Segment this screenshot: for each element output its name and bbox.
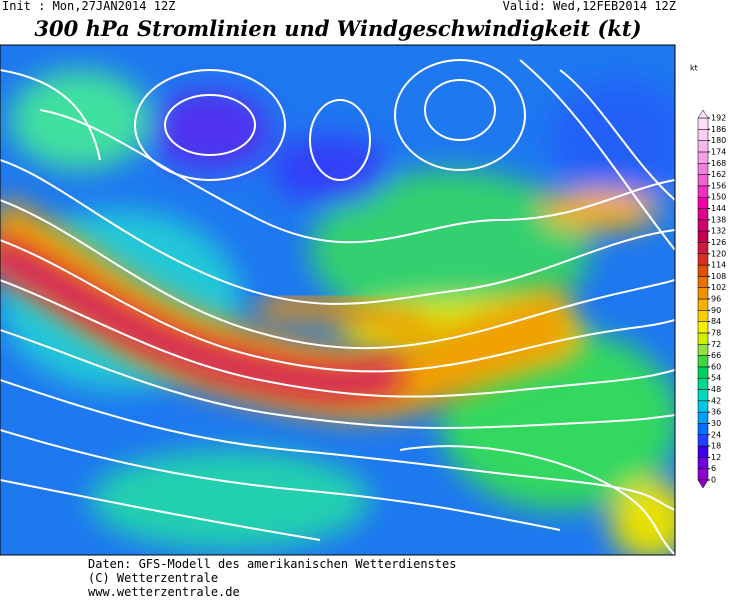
colorbar-band: [697, 163, 709, 175]
colorbar-tick-label: 90: [711, 306, 721, 315]
colorbar: 0 6 12 18 24 30 36 42 48 54 60 66 72 78 84 90 96 102 108 11…: [697, 109, 726, 489]
colorbar-band: [697, 434, 709, 447]
colorbar-band: [697, 185, 709, 198]
colorbar-band: [697, 242, 709, 254]
colorbar-tick-label: 96: [711, 295, 721, 304]
colorbar-band: [697, 400, 709, 413]
colorbar-tick-label: 102: [711, 283, 726, 292]
init-time: Init : Mon,27JAN2014 12Z: [2, 0, 175, 13]
map: [0, 45, 675, 555]
colorbar-tick-label: 0: [711, 476, 716, 485]
colorbar-tick-label: 36: [711, 408, 721, 417]
colorbar-band: [697, 253, 709, 266]
colorbar-tick-label: 114: [711, 261, 726, 270]
map-title: 300 hPa Stromlinien und Windgeschwindigk…: [34, 16, 641, 41]
colorbar-tick-label: 144: [711, 204, 726, 213]
footer-line: www.wetterzentrale.de: [88, 585, 240, 599]
colorbar-band: [697, 276, 709, 288]
streamlines: [0, 59, 675, 555]
colorbar-band: [697, 140, 709, 153]
colorbar-tick-label: 132: [711, 227, 726, 236]
footer-line: Daten: GFS-Modell des amerikanischen Wet…: [88, 557, 456, 571]
colorbar-tick-label: 192: [711, 114, 726, 123]
colorbar-band: [697, 129, 709, 141]
colorbar-band: [697, 445, 709, 458]
colorbar-band: [697, 151, 709, 164]
colorbar-tick-label: 6: [711, 464, 716, 473]
colorbar-band: [697, 230, 709, 243]
colorbar-tick-label: 60: [711, 362, 721, 371]
colorbar-tick-label: 12: [711, 453, 721, 462]
colorbar-band: [697, 377, 709, 390]
colorbar-tick-label: 54: [711, 374, 721, 383]
colorbar-tick-label: 162: [711, 170, 726, 179]
colorbar-band: [697, 468, 709, 481]
colorbar-tick-label: 42: [711, 396, 721, 405]
colorbar-cap-high: [697, 109, 709, 119]
colorbar-band: [697, 423, 709, 435]
colorbar-tick-label: 78: [711, 328, 721, 337]
colorbar-tick-label: 66: [711, 351, 721, 360]
colorbar-band: [697, 344, 709, 356]
colorbar-band: [697, 389, 709, 402]
colorbar-tick-label: 108: [711, 272, 726, 281]
colorbar-tick-label: 84: [711, 317, 721, 326]
colorbar-band: [697, 366, 709, 379]
valid-time: Valid: Wed,12FEB2014 12Z: [503, 0, 676, 13]
colorbar-tick-label: 126: [711, 238, 726, 247]
colorbar-band: [697, 321, 709, 334]
colorbar-tick-label: 186: [711, 125, 726, 134]
colorbar-band: [697, 332, 709, 345]
colorbar-tick-label: 24: [711, 430, 721, 439]
colorbar-unit: kt: [690, 64, 698, 73]
colorbar-band: [697, 174, 709, 187]
colorbar-tick-label: 180: [711, 136, 726, 145]
colorbar-tick-label: 168: [711, 159, 726, 168]
colorbar-band: [697, 219, 709, 232]
colorbar-band: [697, 411, 709, 424]
colorbar-band: [697, 287, 709, 300]
colorbar-tick-label: 48: [711, 385, 721, 394]
colorbar-band: [697, 117, 709, 130]
colorbar-band: [697, 310, 709, 322]
colorbar-band: [697, 264, 709, 277]
map-frame: [0, 44, 676, 556]
colorbar-band: [697, 208, 709, 221]
colorbar-tick-label: 18: [711, 442, 721, 451]
colorbar-tick-label: 150: [711, 193, 726, 202]
colorbar-tick-label: 72: [711, 340, 721, 349]
colorbar-band: [697, 298, 709, 311]
colorbar-tick-label: 120: [711, 249, 726, 258]
colorbar-band: [697, 355, 709, 368]
colorbar-tick-label: 30: [711, 419, 721, 428]
colorbar-tick-label: 156: [711, 181, 726, 190]
colorbar-cap-low: [697, 479, 709, 489]
colorbar-band: [697, 457, 709, 469]
colorbar-tick-label: 174: [711, 147, 726, 156]
colorbar-tick-label: 138: [711, 215, 726, 224]
footer-line: (C) Wetterzentrale: [88, 571, 218, 585]
colorbar-band: [697, 196, 709, 209]
